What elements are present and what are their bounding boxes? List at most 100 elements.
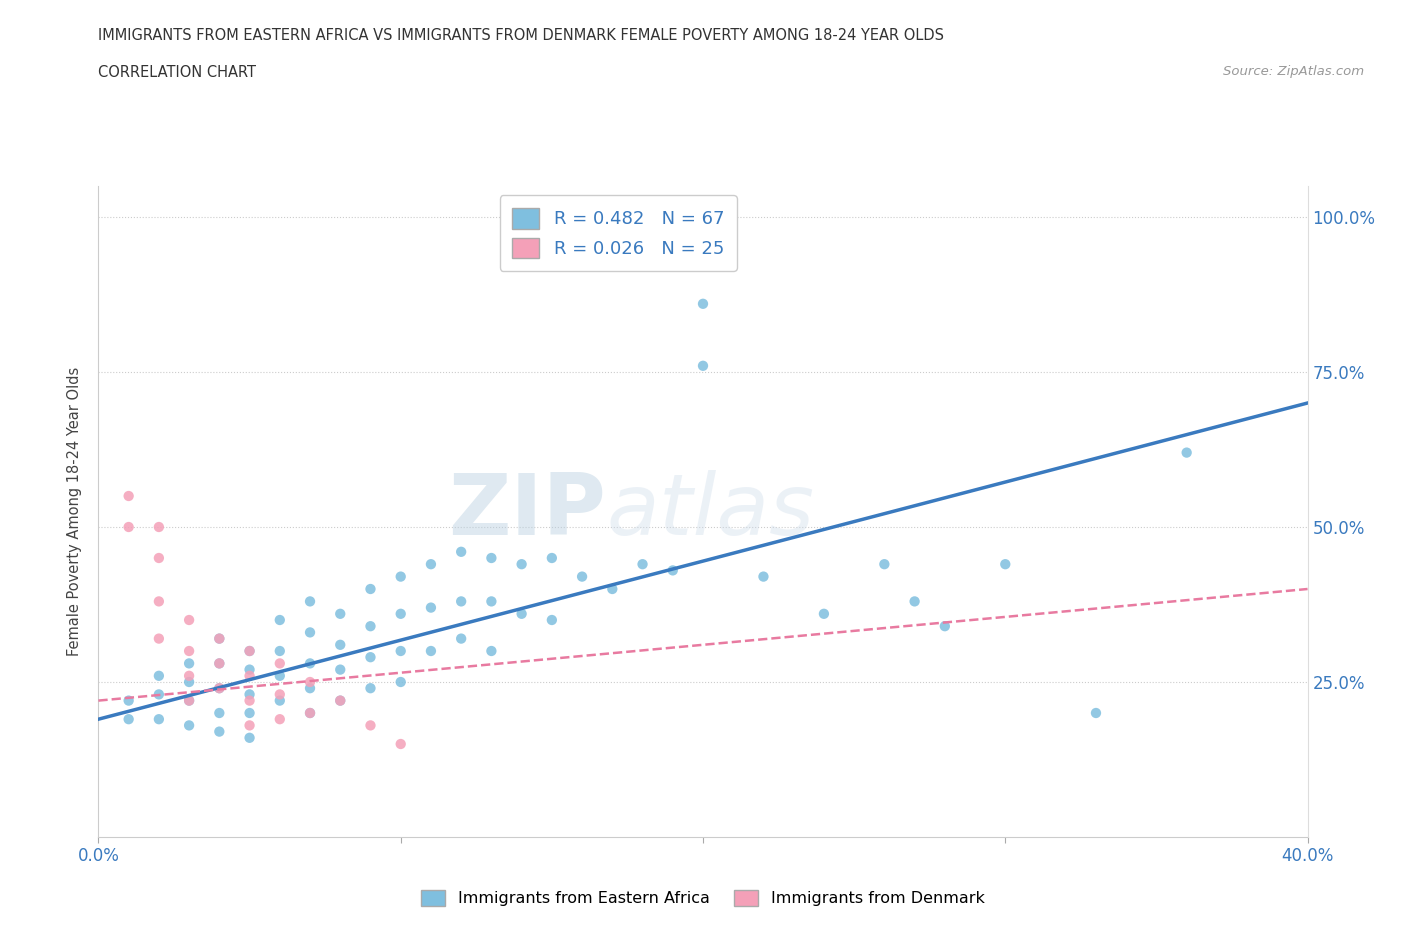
- Point: [148, 687, 170, 702]
- Point: [179, 656, 201, 671]
- Point: [813, 606, 835, 621]
- Text: atlas: atlas: [606, 470, 814, 553]
- Point: [239, 669, 262, 684]
- Point: [118, 693, 141, 708]
- Point: [239, 730, 262, 745]
- Point: [299, 656, 322, 671]
- Point: [360, 618, 382, 633]
- Point: [662, 563, 685, 578]
- Point: [239, 644, 262, 658]
- Point: [360, 650, 382, 665]
- Point: [540, 551, 562, 565]
- Point: [269, 613, 291, 628]
- Point: [269, 687, 291, 702]
- Point: [329, 606, 352, 621]
- Point: [1175, 445, 1198, 460]
- Point: [389, 644, 412, 658]
- Point: [420, 557, 443, 572]
- Point: [239, 718, 262, 733]
- Point: [208, 724, 231, 739]
- Point: [994, 557, 1017, 572]
- Point: [389, 569, 412, 584]
- Point: [269, 711, 291, 726]
- Point: [208, 631, 231, 646]
- Point: [118, 711, 141, 726]
- Point: [208, 681, 231, 696]
- Point: [179, 693, 201, 708]
- Legend: Immigrants from Eastern Africa, Immigrants from Denmark: Immigrants from Eastern Africa, Immigran…: [415, 884, 991, 912]
- Point: [148, 711, 170, 726]
- Point: [692, 358, 714, 373]
- Point: [269, 669, 291, 684]
- Point: [602, 581, 624, 596]
- Point: [208, 631, 231, 646]
- Text: Source: ZipAtlas.com: Source: ZipAtlas.com: [1223, 65, 1364, 78]
- Point: [118, 488, 141, 503]
- Point: [118, 520, 141, 535]
- Point: [481, 594, 503, 609]
- Point: [179, 693, 201, 708]
- Text: ZIP: ZIP: [449, 470, 606, 553]
- Point: [239, 706, 262, 721]
- Point: [631, 557, 654, 572]
- Point: [752, 569, 775, 584]
- Text: CORRELATION CHART: CORRELATION CHART: [98, 65, 256, 80]
- Point: [179, 674, 201, 689]
- Point: [360, 581, 382, 596]
- Point: [299, 625, 322, 640]
- Point: [389, 606, 412, 621]
- Point: [148, 631, 170, 646]
- Point: [1085, 706, 1108, 721]
- Point: [239, 693, 262, 708]
- Point: [360, 718, 382, 733]
- Point: [299, 681, 322, 696]
- Point: [179, 669, 201, 684]
- Point: [208, 656, 231, 671]
- Point: [510, 606, 533, 621]
- Point: [389, 674, 412, 689]
- Point: [420, 644, 443, 658]
- Point: [239, 662, 262, 677]
- Point: [692, 297, 714, 312]
- Point: [239, 687, 262, 702]
- Point: [269, 644, 291, 658]
- Point: [329, 637, 352, 652]
- Point: [481, 551, 503, 565]
- Point: [420, 600, 443, 615]
- Point: [299, 674, 322, 689]
- Y-axis label: Female Poverty Among 18-24 Year Olds: Female Poverty Among 18-24 Year Olds: [67, 366, 83, 657]
- Point: [179, 613, 201, 628]
- Point: [299, 594, 322, 609]
- Point: [179, 718, 201, 733]
- Point: [148, 551, 170, 565]
- Point: [299, 706, 322, 721]
- Point: [208, 681, 231, 696]
- Point: [571, 569, 593, 584]
- Point: [148, 520, 170, 535]
- Point: [481, 644, 503, 658]
- Point: [450, 594, 472, 609]
- Point: [239, 644, 262, 658]
- Point: [269, 693, 291, 708]
- Point: [329, 693, 352, 708]
- Point: [148, 594, 170, 609]
- Point: [934, 618, 956, 633]
- Point: [269, 656, 291, 671]
- Point: [299, 706, 322, 721]
- Point: [329, 693, 352, 708]
- Point: [450, 631, 472, 646]
- Point: [389, 737, 412, 751]
- Point: [540, 613, 562, 628]
- Point: [904, 594, 927, 609]
- Point: [179, 644, 201, 658]
- Text: IMMIGRANTS FROM EASTERN AFRICA VS IMMIGRANTS FROM DENMARK FEMALE POVERTY AMONG 1: IMMIGRANTS FROM EASTERN AFRICA VS IMMIGR…: [98, 28, 945, 43]
- Point: [208, 656, 231, 671]
- Point: [360, 681, 382, 696]
- Legend: R = 0.482   N = 67, R = 0.026   N = 25: R = 0.482 N = 67, R = 0.026 N = 25: [499, 195, 737, 271]
- Point: [148, 669, 170, 684]
- Point: [450, 544, 472, 559]
- Point: [873, 557, 896, 572]
- Point: [510, 557, 533, 572]
- Point: [208, 706, 231, 721]
- Point: [329, 662, 352, 677]
